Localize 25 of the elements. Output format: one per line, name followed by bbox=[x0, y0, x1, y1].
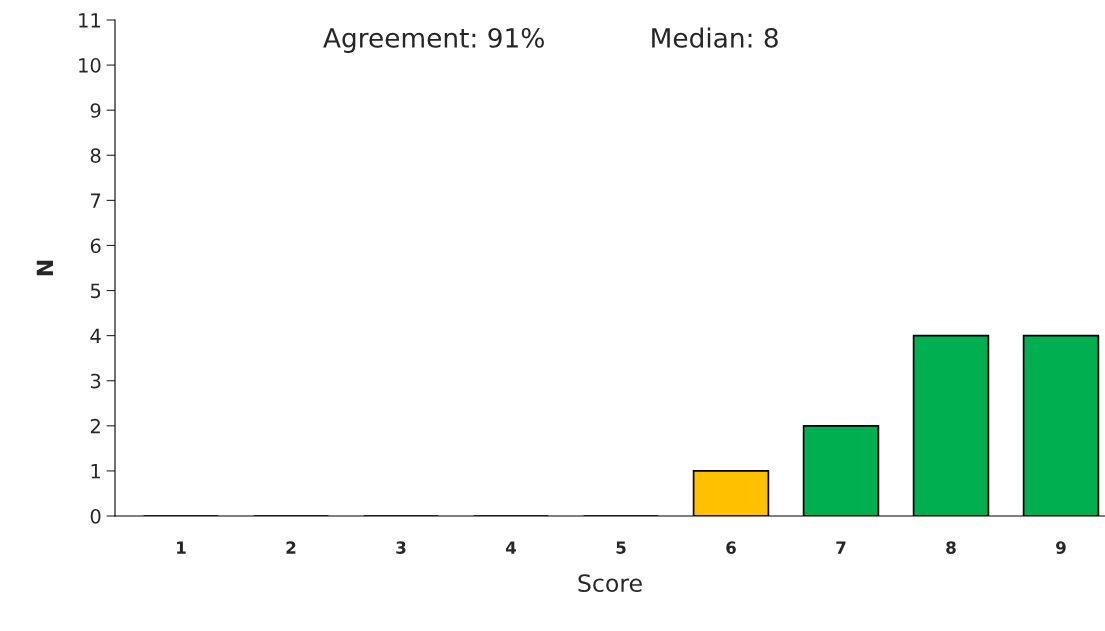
y-tick-label: 1 bbox=[91, 464, 101, 479]
annotation: Median: 8 bbox=[652, 27, 778, 48]
y-tick-label: 3 bbox=[90, 373, 101, 389]
x-tick-label: 4 bbox=[505, 541, 517, 554]
x-tick-label: 6 bbox=[726, 541, 736, 554]
y-tick-label: 2 bbox=[90, 418, 100, 434]
y-tick-label: 7 bbox=[91, 193, 101, 208]
x-tick-label: 1 bbox=[177, 541, 186, 554]
x-tick-label: 7 bbox=[836, 541, 846, 554]
annotation: Agreement: 91% bbox=[323, 27, 544, 53]
y-tick-label: 0 bbox=[90, 508, 101, 524]
y-tick-label: 5 bbox=[90, 283, 101, 299]
x-tick-label: 5 bbox=[616, 541, 626, 554]
y-tick-label: 8 bbox=[90, 148, 101, 163]
x-axis-title: Score bbox=[578, 574, 642, 593]
x-tick-label: 8 bbox=[946, 541, 956, 554]
y-axis-title: N bbox=[36, 260, 53, 276]
y-tick-label: 9 bbox=[90, 103, 101, 118]
y-tick-label: 10 bbox=[79, 58, 101, 73]
x-tick-label: 9 bbox=[1056, 541, 1066, 554]
y-tick-label: 4 bbox=[90, 328, 101, 344]
y-tick-label: 11 bbox=[79, 13, 101, 28]
x-tick-label: 3 bbox=[396, 541, 406, 554]
x-tick-label: 2 bbox=[286, 541, 296, 554]
y-tick-label: 6 bbox=[90, 238, 101, 254]
